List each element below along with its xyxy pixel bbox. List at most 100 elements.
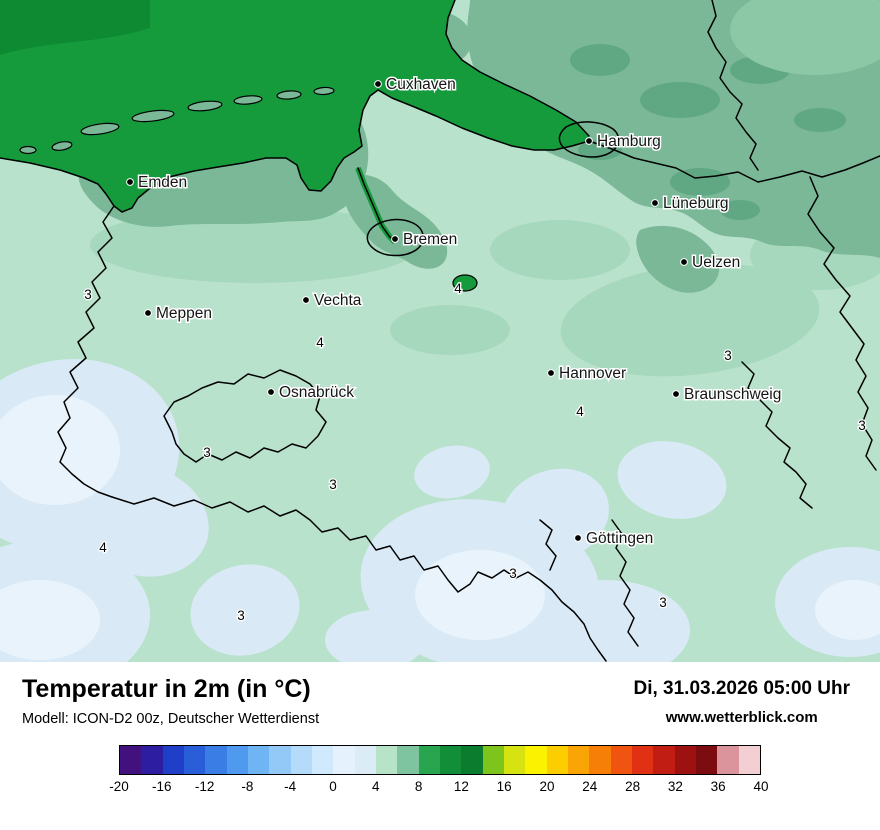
legend-segment bbox=[183, 745, 206, 774]
temperature-map: 3 4 4 3 4 3 3 3 4 3 3 3 Cuxhaven Hamburg Emden Lünebur… bbox=[0, 0, 880, 662]
legend-segment bbox=[418, 745, 440, 774]
legend-segment bbox=[482, 745, 504, 774]
city-label: Osnabrück bbox=[279, 384, 354, 401]
legend-tick: 24 bbox=[582, 778, 598, 794]
city-label: Uelzen bbox=[692, 254, 740, 271]
city-dot bbox=[391, 235, 399, 243]
legend-segment bbox=[290, 745, 312, 774]
city-dot bbox=[680, 258, 688, 266]
city-dot bbox=[374, 80, 382, 88]
legend-tick: -4 bbox=[284, 778, 297, 794]
legend-segment bbox=[738, 745, 760, 774]
title-block: Temperatur in 2m (in °C) Modell: ICON-D2… bbox=[22, 675, 319, 727]
legend-tick: 4 bbox=[372, 778, 380, 794]
legend-segment bbox=[120, 745, 142, 774]
legend-segment bbox=[333, 745, 355, 774]
city-label: Lüneburg bbox=[663, 195, 729, 212]
sea-darker-corner bbox=[0, 0, 150, 55]
city-dot bbox=[267, 388, 275, 396]
legend-segment bbox=[525, 745, 547, 774]
legend-segment bbox=[695, 745, 718, 774]
legend-tick: 8 bbox=[414, 778, 423, 794]
legend-segment bbox=[589, 745, 611, 774]
city-dot bbox=[302, 296, 310, 304]
city-label: Emden bbox=[138, 174, 187, 191]
legend-segment bbox=[375, 745, 398, 774]
temp-value: 3 bbox=[659, 595, 667, 610]
city-label: Cuxhaven bbox=[386, 76, 456, 93]
city-dot bbox=[126, 178, 134, 186]
legend-tick: -20 bbox=[109, 778, 129, 794]
temp-value-labels: 3 4 4 3 4 3 3 3 4 3 3 3 bbox=[83, 280, 867, 625]
city-dot bbox=[672, 390, 680, 398]
border-lines bbox=[0, 0, 880, 662]
legend-segment bbox=[631, 745, 654, 774]
city-markers: Cuxhaven Hamburg Emden Lüneburg Bremen Uelzen… bbox=[126, 75, 783, 549]
temp-value: 3 bbox=[237, 608, 245, 623]
city-label: Bremen bbox=[403, 231, 457, 248]
legend-segment bbox=[461, 745, 483, 774]
temp-value: 3 bbox=[203, 445, 211, 460]
temp-value: 4 bbox=[454, 281, 462, 296]
legend-segment bbox=[439, 745, 462, 774]
temp-value: 3 bbox=[724, 348, 732, 363]
legend-tick: -8 bbox=[241, 778, 254, 794]
legend-tick: 40 bbox=[753, 778, 769, 794]
legend-tick: 12 bbox=[453, 778, 469, 794]
legend-segment bbox=[205, 745, 227, 774]
info-panel: Temperatur in 2m (in °C) Modell: ICON-D2… bbox=[0, 662, 880, 830]
legend-segment bbox=[354, 745, 376, 774]
color-scale-ticks: -20 -16 -12 -8 -4 0 4 8 12 16 20 24 28 32 36 40 bbox=[109, 778, 768, 799]
temp-value: 3 bbox=[84, 287, 92, 302]
website-credit: www.wetterblick.com bbox=[665, 709, 818, 726]
color-scale-legend: -20 -16 -12 -8 -4 0 4 8 12 16 20 24 28 32 36 40 bbox=[109, 744, 769, 799]
temp-value: 3 bbox=[858, 418, 866, 433]
map-canvas: 3 4 4 3 4 3 3 3 4 3 3 3 Cuxhaven Hamburg Emden Lünebur… bbox=[0, 0, 880, 662]
legend-tick: -16 bbox=[152, 778, 172, 794]
legend-segment bbox=[546, 745, 568, 774]
legend-segment bbox=[503, 745, 526, 774]
legend-segment bbox=[610, 745, 632, 774]
legend-tick: 20 bbox=[539, 778, 555, 794]
city-dot bbox=[144, 309, 152, 317]
legend-tick: 28 bbox=[625, 778, 641, 794]
legend-tick: 16 bbox=[496, 778, 512, 794]
legend-tick: 32 bbox=[667, 778, 683, 794]
legend-segment bbox=[397, 745, 419, 774]
city-label: Hamburg bbox=[597, 133, 661, 150]
legend-tick: -12 bbox=[194, 778, 215, 794]
small-enclave bbox=[452, 274, 478, 292]
temp-value: 3 bbox=[329, 477, 337, 492]
legend-segment bbox=[269, 745, 291, 774]
temp-value: 4 bbox=[316, 335, 324, 350]
color-scale-bar bbox=[119, 744, 761, 775]
legend-segment bbox=[311, 745, 334, 774]
cold-air-cores bbox=[0, 395, 880, 660]
city-label: Hannover bbox=[559, 365, 626, 382]
legend-tick: 0 bbox=[329, 778, 337, 794]
legend-segment bbox=[141, 745, 163, 774]
city-label: Göttingen bbox=[586, 530, 653, 547]
model-info: Modell: ICON-D2 00z, Deutscher Wetterdie… bbox=[22, 710, 320, 727]
city-label: Braunschweig bbox=[684, 386, 781, 403]
legend-segment bbox=[674, 745, 696, 774]
temp-value: 4 bbox=[99, 540, 107, 555]
corner-light-patch bbox=[730, 0, 880, 75]
city-label: Meppen bbox=[156, 305, 212, 322]
legend-segment bbox=[247, 745, 270, 774]
page-title: Temperatur in 2m (in °C) bbox=[22, 675, 311, 703]
city-dot bbox=[547, 369, 555, 377]
city-label: Vechta bbox=[314, 292, 362, 309]
datetime-block: Di, 31.03.2026 05:00 Uhr www.wetterblick… bbox=[633, 675, 850, 726]
legend-segment bbox=[567, 745, 590, 774]
temp-value: 4 bbox=[576, 404, 584, 419]
city-dot bbox=[585, 137, 593, 145]
temp-value: 3 bbox=[509, 566, 517, 581]
legend-segment bbox=[717, 745, 739, 774]
city-dot bbox=[574, 534, 582, 542]
legend-segment bbox=[226, 745, 248, 774]
forecast-datetime: Di, 31.03.2026 05:00 Uhr bbox=[633, 678, 850, 699]
city-dot bbox=[651, 199, 659, 207]
islands bbox=[19, 86, 335, 155]
sea-fill bbox=[0, 0, 589, 212]
